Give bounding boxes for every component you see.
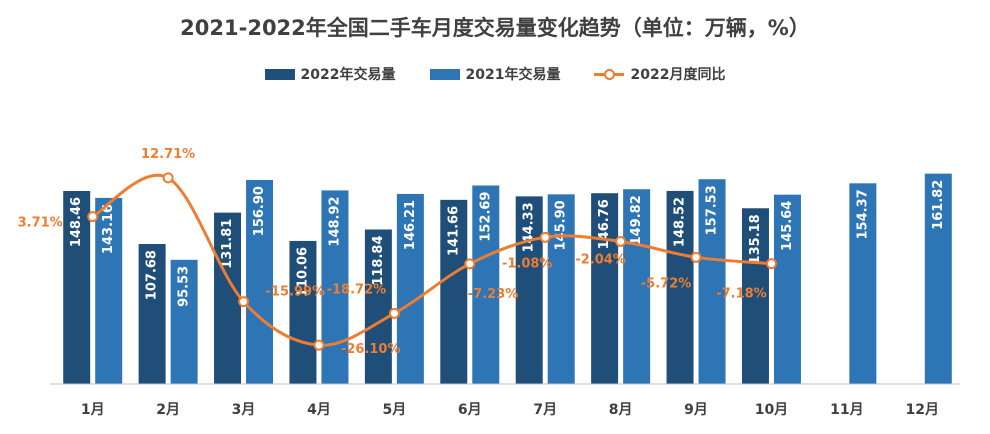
bar-2022-7 (515, 196, 543, 384)
yoy-label-5: -18.72% (327, 282, 387, 297)
bar-label-2022-8: 146.76 (597, 199, 612, 249)
bar-label-2022-5: 118.84 (371, 236, 386, 286)
bar-label-2021-12: 161.82 (931, 180, 946, 230)
legend-item-yoy: 2022月度同比 (594, 64, 725, 84)
bar-2021-10 (773, 194, 801, 384)
yoy-marker-9 (690, 251, 702, 263)
legend-label-2021: 2021年交易量 (465, 67, 561, 83)
bar-label-2022-9: 148.52 (673, 197, 688, 247)
yoy-label-6: -7.23% (468, 287, 518, 302)
bar-2021-4 (321, 190, 349, 384)
bar-label-2021-7: 145.90 (554, 200, 569, 250)
bar-2021-7 (547, 194, 575, 384)
legend-item-2022-volume: 2022年交易量 (264, 64, 396, 84)
x-tick-label-9: 9月 (684, 402, 708, 418)
bar-2022-5 (364, 229, 392, 384)
yoy-label-10: -7.18% (716, 287, 767, 302)
bar-label-2021-10: 145.64 (780, 201, 795, 251)
bar-2022-2 (138, 244, 166, 384)
chart-title: 2021-2022年全国二手车月度交易量变化趋势（单位：万辆，%） (180, 16, 810, 40)
bar-2021-11 (849, 183, 877, 384)
x-tick-label-4: 4月 (307, 402, 331, 418)
yoy-label-8: -2.04% (575, 252, 626, 267)
legend-item-2021-volume: 2021年交易量 (429, 64, 561, 84)
bar-label-2021-11: 154.37 (855, 189, 870, 239)
bar-2021-6 (472, 185, 500, 384)
x-tick-label-8: 8月 (609, 402, 633, 418)
bar-label-2022-2: 107.68 (145, 250, 160, 300)
yoy-label-7: -1.08% (502, 256, 553, 271)
legend: 2022年交易量 2021年交易量 2022月度同比 (0, 64, 990, 84)
yoy-label-1: 3.71% (18, 216, 63, 231)
bar-label-2022-3: 131.81 (220, 219, 235, 269)
yoy-marker-5 (388, 307, 400, 319)
bar-2021-2 (170, 259, 198, 384)
bar-2022-1 (63, 191, 91, 384)
bar-label-2021-8: 149.82 (629, 195, 644, 245)
yoy-marker-2 (162, 172, 174, 184)
bar-2022-6 (440, 199, 468, 384)
x-tick-label-5: 5月 (383, 402, 407, 418)
legend-swatch-2021 (429, 68, 460, 80)
bar-label-2022-6: 141.66 (446, 206, 461, 256)
bar-2021-1 (95, 197, 123, 384)
bar-label-2022-4: 110.06 (295, 247, 310, 297)
legend-line-marker-icon (594, 68, 625, 80)
yoy-label-2: 12.71% (141, 147, 195, 162)
bar-label-2021-2: 95.53 (177, 266, 192, 307)
yoy-marker-7 (539, 231, 551, 243)
bar-label-2022-10: 135.18 (748, 214, 763, 264)
x-tick-label-2: 2月 (156, 402, 180, 418)
bar-label-2021-5: 146.21 (403, 200, 418, 250)
yoy-marker-4 (313, 339, 325, 351)
bar-label-2022-1: 148.46 (69, 197, 84, 247)
x-tick-label-10: 10月 (755, 402, 788, 418)
x-tick-label-6: 6月 (458, 402, 482, 418)
bar-2022-9 (666, 190, 694, 384)
bar-2021-9 (698, 179, 726, 384)
x-tick-label-11: 11月 (830, 402, 863, 418)
bar-2021-8 (623, 189, 651, 384)
bar-label-2022-7: 144.33 (522, 202, 537, 252)
x-tick-label-12: 12月 (906, 402, 939, 418)
bar-label-2021-4: 148.92 (327, 196, 342, 246)
x-tick-label-7: 7月 (533, 402, 557, 418)
yoy-label-3: -15.99% (266, 285, 326, 300)
bar-2021-12 (924, 173, 952, 384)
bar-2021-3 (246, 180, 274, 384)
legend-swatch-2022 (264, 68, 295, 80)
bar-label-2021-3: 156.90 (252, 186, 267, 236)
x-tick-label-1: 1月 (81, 402, 105, 418)
bar-2022-3 (214, 212, 242, 384)
yoy-marker-10 (765, 258, 777, 270)
legend-label-2022: 2022年交易量 (300, 67, 396, 83)
yoy-marker-6 (464, 258, 476, 270)
legend-label-yoy: 2022月度同比 (630, 67, 726, 83)
yoy-label-9: -5.72% (641, 276, 692, 291)
bar-2021-5 (396, 193, 424, 384)
bar-label-2021-1: 143.16 (101, 204, 116, 254)
bar-2022-10 (741, 208, 769, 384)
yoy-marker-1 (87, 211, 99, 223)
bar-label-2021-6: 152.69 (478, 192, 493, 242)
yoy-label-4: -26.10% (341, 342, 401, 357)
yoy-series-line (91, 173, 772, 347)
yoy-marker-8 (615, 235, 627, 247)
bar-label-2021-9: 157.53 (705, 185, 720, 235)
bar-2022-4 (289, 240, 317, 384)
bar-2022-8 (591, 193, 619, 384)
yoy-marker-3 (238, 296, 250, 308)
x-tick-label-3: 3月 (232, 402, 256, 418)
